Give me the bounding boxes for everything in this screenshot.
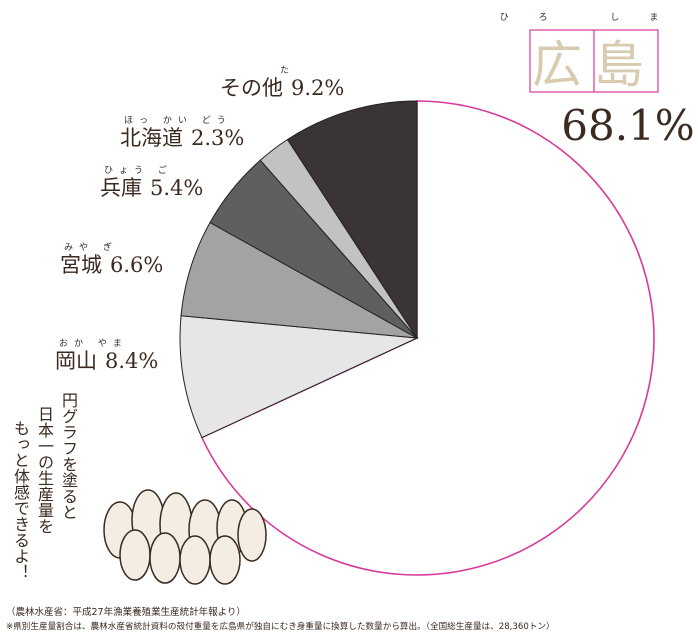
- reading: みや ぎ: [64, 241, 118, 253]
- category-label: 北海道: [120, 126, 183, 150]
- value-label: 2.3%: [191, 126, 244, 150]
- reading: おか やま: [59, 338, 128, 349]
- slice-label: 岡山 8.4%: [55, 349, 158, 373]
- oyster-illustration: [103, 489, 267, 585]
- value-label: 5.4%: [150, 176, 203, 200]
- message-line: 日本一の生産量を: [35, 406, 54, 534]
- value-label: 9.2%: [291, 76, 344, 100]
- source-note: （農林水産省：平成27年漁業養殖業生産統計年報より）: [6, 607, 246, 618]
- slice-label: 北海道 2.3%: [120, 126, 244, 150]
- reading: ほっ かい どう: [124, 115, 232, 126]
- value-label: 68.1%: [561, 101, 694, 150]
- pie-slice: [286, 100, 418, 340]
- slice-label: 宮城 6.6%: [60, 253, 163, 277]
- category-label: 広島: [532, 36, 656, 94]
- pie: [179, 100, 655, 576]
- reading: た: [280, 65, 295, 76]
- reading: ひろ しま: [500, 12, 689, 23]
- category-label: その他: [220, 76, 283, 100]
- slice-label: 兵庫 5.4%: [100, 176, 203, 200]
- message-line: もっと体感できるよ！: [11, 420, 30, 580]
- reading: ひょう ご: [104, 164, 173, 176]
- pie-slice: [179, 315, 419, 439]
- category-label: 兵庫: [100, 176, 142, 200]
- message: 円グラフを塗ると 日本一の生産量を もっと体感できるよ！: [8, 392, 80, 582]
- value-label: 6.6%: [110, 253, 163, 277]
- slice-label: その他 9.2%: [220, 76, 344, 100]
- footnote: ※県別生産量割合は、農林水産省統計資料の殻付重量を広島県が独自にむき身重量に換算…: [6, 622, 555, 632]
- category-label: 岡山: [55, 349, 97, 373]
- pie-slice: [200, 100, 655, 576]
- value-label: 8.4%: [105, 349, 158, 373]
- message-line: 円グラフを塗ると: [59, 392, 78, 520]
- category-label: 宮城: [60, 253, 102, 277]
